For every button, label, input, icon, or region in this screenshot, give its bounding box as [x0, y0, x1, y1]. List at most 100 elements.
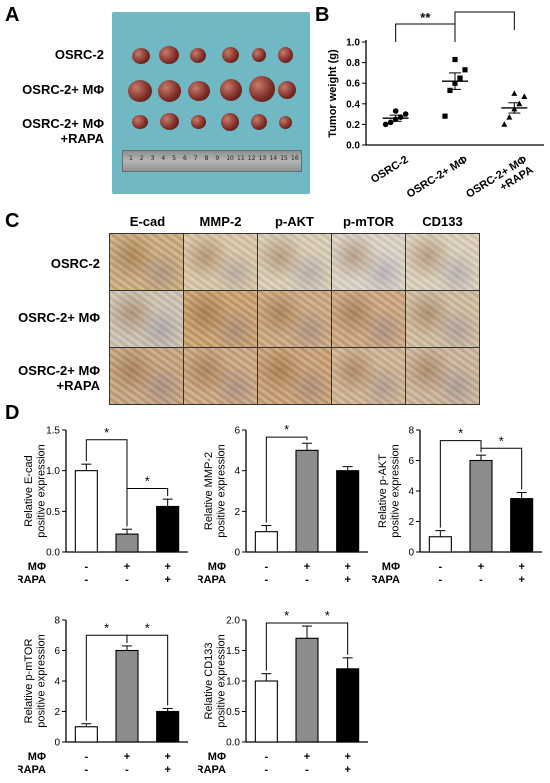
- y-tick-label: 0.0: [346, 141, 360, 152]
- y-tick-label: 8: [54, 616, 60, 627]
- tumor-r3-6: [279, 116, 292, 129]
- ruler-number: 1: [129, 155, 133, 162]
- condition-sign: +: [344, 561, 350, 573]
- condition-label: RAPA: [18, 574, 46, 586]
- ruler-number: 15: [280, 155, 288, 162]
- ihc-image: [257, 347, 332, 405]
- data-point: [447, 87, 453, 94]
- condition-sign: +: [124, 561, 130, 573]
- y-tick-label: 0.0: [226, 738, 240, 749]
- data-point: [462, 67, 468, 73]
- x-tick-label: OSRC-2+ MΦ+RAPA: [464, 154, 536, 211]
- y-tick-label: 1.5: [226, 646, 240, 657]
- ruler: 1 2 3 4 5 6 7 8 9 10 11 12 13 14 15 16: [122, 150, 302, 172]
- bar: [254, 680, 278, 743]
- data-point: [382, 121, 389, 128]
- y-axis-label-line: Relative p-mTOR: [23, 639, 35, 724]
- ihc-row-label-2: OSRC-2+ MΦ: [18, 310, 100, 325]
- y-tick-label: 0.8: [346, 58, 360, 69]
- bar: [254, 531, 278, 553]
- ruler-number: 7: [193, 155, 198, 162]
- tumor-r3-4: [221, 113, 239, 131]
- ihc-col-cd133: CD133: [422, 214, 463, 229]
- bar: [336, 470, 360, 553]
- y-tick-label: 4: [54, 677, 60, 688]
- condition-sign: -: [264, 561, 268, 573]
- data-point: [387, 119, 394, 126]
- condition-sign: +: [164, 574, 170, 586]
- tumor-r2-4: [220, 79, 242, 101]
- data-point: [402, 111, 409, 117]
- condition-label: MΦ: [28, 561, 46, 573]
- ruler-number: 2: [139, 155, 144, 162]
- panel-a-row-label-3a: OSRC-2+ MΦ: [22, 116, 104, 131]
- y-axis-label: Tumor weight (g): [327, 49, 339, 138]
- pmtor-bar-chart: 0 2 4 6 8 Relative p-mTORpositive expression *…: [18, 616, 188, 776]
- tumor-r3-5: [251, 114, 267, 130]
- ihc-image: [405, 233, 480, 291]
- y-axis-label-line: Relative MMP-2: [203, 452, 215, 530]
- bar: [428, 536, 452, 553]
- ruler-number: 9: [215, 155, 220, 162]
- y-tick-label: 2: [408, 517, 414, 528]
- significance-label: *: [145, 474, 150, 489]
- y-tick-label: 1.5: [46, 426, 60, 437]
- ihc-image: [331, 233, 406, 291]
- ihc-image: [331, 290, 406, 348]
- ruler-number: 12: [247, 155, 256, 162]
- panel-label-a: A: [5, 4, 20, 26]
- ruler-number: 3: [150, 155, 155, 162]
- y-axis-label: Relative CD133positive expression: [203, 634, 228, 728]
- cd133-bar-chart: 0.0 0.5 1.0 1.5 2.0 Relative CD133positive ex…: [198, 608, 368, 776]
- y-tick-label: 2: [54, 707, 60, 718]
- condition-sign: +: [304, 561, 310, 573]
- tumor-r1-5: [252, 48, 266, 62]
- panel-label-d: D: [5, 402, 20, 424]
- significance-bracket: [126, 634, 169, 706]
- condition-sign: +: [344, 574, 350, 586]
- panel-label-c: C: [5, 210, 20, 232]
- condition-sign: -: [125, 764, 129, 776]
- ihc-image: [109, 290, 184, 348]
- condition-sign: -: [84, 574, 88, 586]
- condition-sign: -: [84, 561, 88, 573]
- ihc-row-label-3a: OSRC-2+ MΦ: [18, 363, 100, 378]
- ecad-bar-chart: 0.0 0.5 1.0 1.5 Relative E-cadpositive expre…: [18, 425, 188, 586]
- y-axis-label: Relative MMP-2positive expression: [203, 444, 228, 538]
- ruler-number: 14: [269, 155, 278, 162]
- data-point: [392, 108, 399, 114]
- data-point: [511, 90, 518, 96]
- tumor-r2-2: [158, 80, 181, 102]
- significance-label: *: [482, 8, 488, 13]
- condition-sign: +: [518, 574, 524, 586]
- y-tick-label: 1.0: [226, 677, 240, 688]
- condition-label: MΦ: [28, 751, 46, 763]
- tumor-r2-3: [188, 81, 210, 101]
- condition-sign: -: [305, 574, 309, 586]
- x-tick-label-line: OSRC-2: [369, 154, 411, 186]
- tumor-r1-1: [132, 48, 150, 64]
- significance-bracket: [454, 11, 515, 30]
- significance-label: *: [499, 433, 504, 448]
- ihc-col-pakt: p-AKT: [275, 214, 314, 229]
- bar: [295, 449, 319, 553]
- y-axis-label-line: Relative E-cad: [23, 455, 35, 527]
- significance-bracket: [395, 23, 456, 42]
- y-tick-label: 4: [408, 487, 414, 498]
- significance-label: *: [284, 422, 289, 437]
- ihc-row-label-3b: +RAPA: [56, 378, 100, 393]
- panel-a-row-label-3b: +RAPA: [60, 131, 104, 146]
- ruler-number: 8: [204, 155, 209, 162]
- y-tick-label: 0.0: [46, 548, 60, 559]
- bar: [156, 710, 180, 743]
- condition-sign: -: [264, 751, 268, 763]
- significance-bracket: [480, 447, 523, 490]
- bar: [115, 533, 139, 553]
- tumor-r2-5: [249, 76, 275, 102]
- condition-sign: -: [438, 574, 442, 586]
- condition-sign: +: [164, 751, 170, 763]
- data-point: [521, 93, 528, 99]
- x-tick-label: OSRC-2: [369, 154, 411, 186]
- ihc-image: [331, 347, 406, 405]
- bar: [115, 649, 139, 743]
